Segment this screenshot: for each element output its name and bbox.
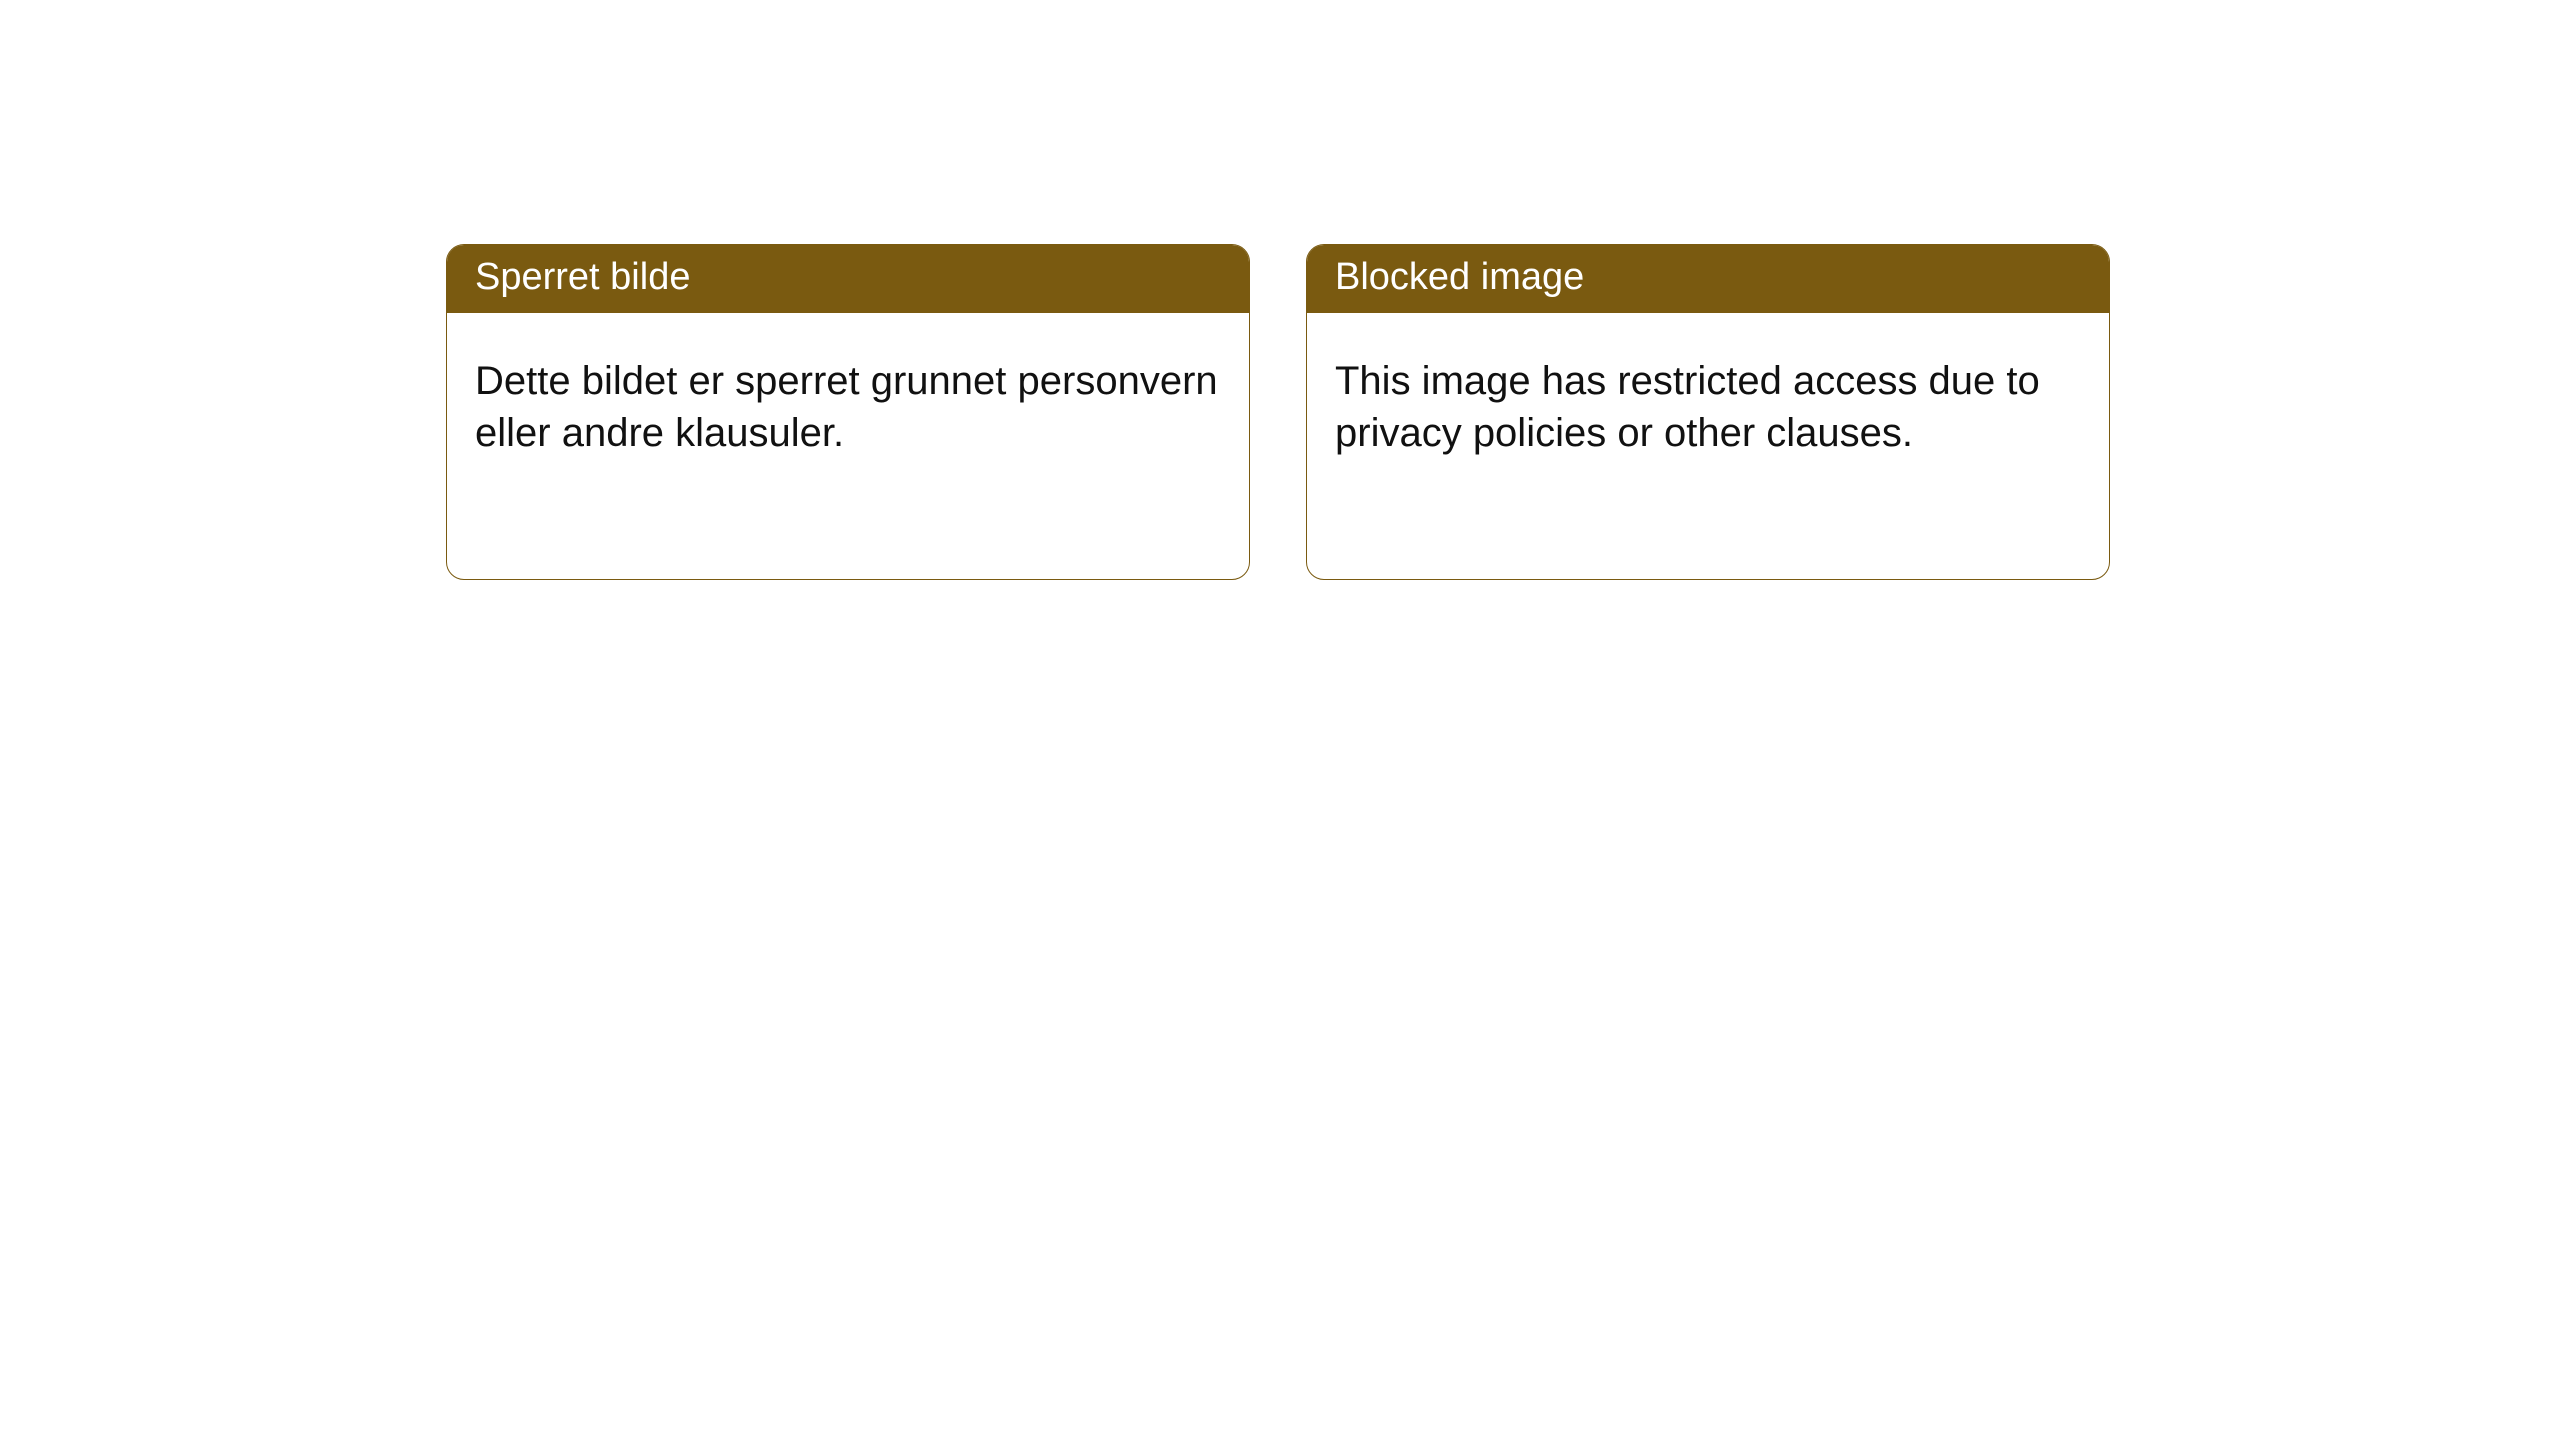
card-header: Blocked image <box>1307 245 2109 313</box>
card-body: Dette bildet er sperret grunnet personve… <box>447 313 1249 487</box>
blocked-image-card-en: Blocked image This image has restricted … <box>1306 244 2110 580</box>
card-body: This image has restricted access due to … <box>1307 313 2109 487</box>
blocked-image-card-no: Sperret bilde Dette bildet er sperret gr… <box>446 244 1250 580</box>
card-row: Sperret bilde Dette bildet er sperret gr… <box>0 0 2560 580</box>
card-header: Sperret bilde <box>447 245 1249 313</box>
